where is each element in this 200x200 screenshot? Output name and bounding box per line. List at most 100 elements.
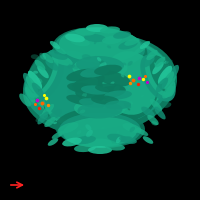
Ellipse shape (141, 56, 155, 68)
Ellipse shape (154, 107, 166, 119)
Ellipse shape (53, 122, 57, 124)
Ellipse shape (26, 53, 54, 93)
Ellipse shape (54, 46, 66, 54)
Ellipse shape (35, 39, 165, 117)
Ellipse shape (23, 34, 177, 136)
Ellipse shape (104, 96, 112, 101)
Ellipse shape (162, 85, 174, 99)
Ellipse shape (130, 127, 135, 132)
Ellipse shape (52, 131, 64, 139)
Point (141, 77, 145, 81)
Ellipse shape (74, 144, 96, 152)
Ellipse shape (94, 70, 130, 86)
Ellipse shape (122, 123, 142, 133)
Ellipse shape (58, 133, 62, 136)
Ellipse shape (42, 53, 54, 63)
Ellipse shape (95, 83, 125, 93)
Ellipse shape (42, 51, 98, 119)
Ellipse shape (73, 66, 78, 69)
Ellipse shape (124, 103, 131, 109)
Ellipse shape (155, 57, 165, 67)
Ellipse shape (136, 128, 148, 136)
Ellipse shape (164, 61, 169, 64)
Point (137, 76, 141, 80)
Ellipse shape (26, 52, 58, 98)
Ellipse shape (140, 54, 176, 102)
Ellipse shape (98, 74, 102, 77)
Point (44, 96, 48, 100)
Ellipse shape (23, 73, 33, 87)
Ellipse shape (110, 82, 115, 84)
Ellipse shape (44, 117, 56, 127)
Ellipse shape (36, 117, 40, 122)
Ellipse shape (75, 89, 105, 101)
Ellipse shape (42, 50, 108, 130)
Ellipse shape (52, 54, 72, 66)
Ellipse shape (141, 107, 155, 117)
Point (127, 74, 131, 78)
Ellipse shape (25, 87, 35, 103)
Ellipse shape (84, 34, 106, 42)
Ellipse shape (128, 61, 133, 66)
Ellipse shape (124, 38, 140, 46)
Ellipse shape (134, 46, 146, 54)
Ellipse shape (102, 36, 122, 44)
Ellipse shape (156, 78, 168, 92)
Ellipse shape (141, 95, 144, 97)
Ellipse shape (101, 127, 105, 129)
Ellipse shape (88, 138, 112, 148)
Ellipse shape (165, 82, 175, 98)
Ellipse shape (33, 71, 38, 74)
Point (42, 93, 46, 97)
Ellipse shape (97, 57, 101, 62)
Ellipse shape (107, 45, 111, 48)
Ellipse shape (88, 146, 112, 154)
Ellipse shape (76, 56, 124, 74)
Point (145, 80, 149, 84)
Ellipse shape (152, 62, 164, 74)
Ellipse shape (67, 64, 75, 69)
Ellipse shape (74, 98, 126, 118)
Ellipse shape (99, 60, 105, 65)
Point (37, 106, 41, 110)
Ellipse shape (113, 31, 131, 39)
Ellipse shape (143, 136, 153, 144)
Ellipse shape (169, 65, 179, 79)
Ellipse shape (86, 130, 93, 137)
Ellipse shape (53, 27, 147, 73)
Ellipse shape (30, 37, 170, 123)
Ellipse shape (66, 95, 94, 105)
Ellipse shape (59, 112, 141, 148)
Ellipse shape (31, 54, 39, 59)
Point (143, 74, 147, 78)
Ellipse shape (26, 76, 38, 94)
Ellipse shape (121, 74, 124, 77)
Ellipse shape (74, 136, 96, 144)
Ellipse shape (42, 104, 54, 116)
Ellipse shape (66, 69, 98, 81)
Ellipse shape (162, 71, 174, 89)
Point (33, 102, 37, 106)
Ellipse shape (91, 95, 119, 105)
Ellipse shape (42, 51, 102, 125)
Ellipse shape (79, 109, 85, 114)
Ellipse shape (94, 86, 126, 98)
Ellipse shape (48, 50, 68, 60)
Ellipse shape (163, 102, 171, 108)
Ellipse shape (55, 28, 145, 68)
Ellipse shape (165, 66, 170, 72)
Ellipse shape (158, 66, 172, 84)
Point (131, 78, 135, 82)
Ellipse shape (82, 54, 91, 60)
Ellipse shape (55, 108, 145, 148)
Ellipse shape (37, 112, 49, 124)
Ellipse shape (35, 60, 45, 70)
Point (128, 81, 132, 85)
Ellipse shape (161, 72, 167, 77)
Ellipse shape (154, 62, 156, 65)
Ellipse shape (71, 74, 105, 92)
Ellipse shape (57, 117, 59, 120)
Ellipse shape (39, 53, 46, 60)
Ellipse shape (48, 110, 62, 120)
Ellipse shape (28, 71, 42, 89)
